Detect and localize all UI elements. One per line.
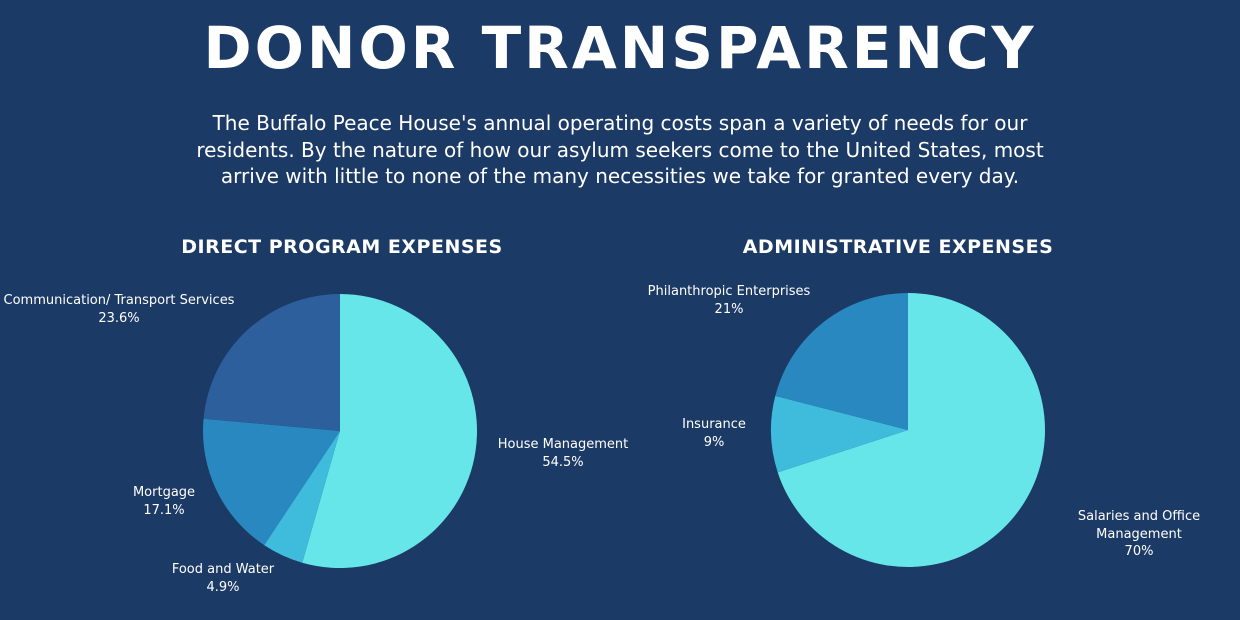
slice-percent: 54.5% xyxy=(542,454,584,470)
page-title: DONOR TRANSPARENCY xyxy=(203,14,1037,82)
slice-percent: 21% xyxy=(714,301,744,317)
slice-percent: 17.1% xyxy=(143,502,185,518)
pie-slice-philanthropic-enterprises xyxy=(775,292,908,430)
slice-label-philanthropic: Philanthropic Enterprises 21% xyxy=(640,283,818,318)
slice-label-house-management: House Management 54.5% xyxy=(470,436,656,471)
slice-name: Mortgage xyxy=(132,485,196,500)
pie-slice-house-management xyxy=(302,294,478,568)
pie-slice-insurance xyxy=(770,395,908,473)
admin-expenses-title: ADMINISTRATIVE EXPENSES xyxy=(742,236,1054,258)
pie-slice-food-and-water xyxy=(264,431,340,563)
direct-expenses-title: DIRECT PROGRAM EXPENSES xyxy=(181,236,503,258)
direct-expenses-pie xyxy=(203,294,478,568)
slice-percent: 23.6% xyxy=(98,310,140,326)
slice-name: Food and Water xyxy=(171,562,275,577)
pie-slice-mortgage xyxy=(203,418,340,546)
slice-percent: 70% xyxy=(1124,544,1154,559)
pie-slice-salaries-and-office-management xyxy=(777,293,1046,567)
slice-name: Communication/ Transport Services xyxy=(3,293,235,308)
slice-percent: 4.9% xyxy=(206,579,240,595)
admin-expenses-pie xyxy=(770,292,1046,567)
slice-label-insurance: Insurance 9% xyxy=(664,416,764,451)
slice-name: Salaries and Office Management xyxy=(1077,509,1201,542)
slice-name: House Management xyxy=(497,437,629,452)
slice-name: Philanthropic Enterprises xyxy=(647,284,811,299)
intro-paragraph: The Buffalo Peace House's annual operati… xyxy=(196,111,1044,188)
slice-percent: 9% xyxy=(703,434,725,450)
slice-label-communication-transport: Communication/ Transport Services 23.6% xyxy=(2,292,236,327)
slice-name: Insurance xyxy=(682,417,746,432)
slice-label-salaries-office: Salaries and Office Management 70% xyxy=(1038,508,1240,561)
slice-label-food-and-water: Food and Water 4.9% xyxy=(142,561,304,596)
pie-slice-communication-transport-services xyxy=(203,294,340,431)
slice-label-mortgage: Mortgage 17.1% xyxy=(104,484,224,519)
